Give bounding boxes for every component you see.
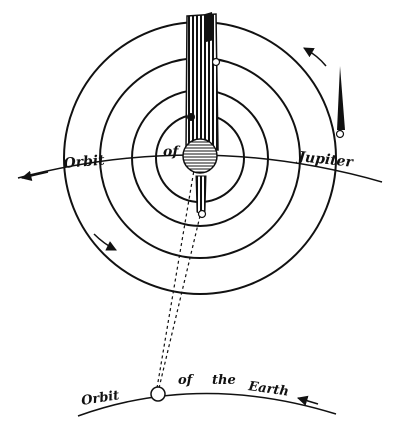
satellite-eclipsed-marker (187, 113, 195, 121)
jupiter-orbit-label-word-3: Jupiter (295, 149, 356, 171)
jupiter-orbit-label-word-1: Orbit (63, 152, 106, 172)
jupiter-orbit-label: Orbit of Jupiter (63, 144, 355, 172)
arrow-bottom-left-icon (93, 233, 117, 251)
satellite-in-shadow-top (211, 57, 221, 67)
earth-orbit-label-word-4: Earth (246, 379, 289, 400)
sight-line-2 (158, 215, 201, 389)
earth-orbit-label: Orbit of the Earth (80, 373, 289, 409)
satellite-below-jupiter (195, 175, 207, 219)
jupiter-orbit-label-word-2: of (163, 144, 181, 160)
earth-orbit-label-word-1: Orbit (80, 388, 120, 409)
jupiter-planet-icon (182, 138, 218, 174)
lines-of-sight (156, 169, 201, 389)
arrow-earth-orbit-icon (296, 395, 319, 406)
earth-orbit-label-word-3: the (212, 373, 236, 388)
arrow-jupiter-orbit-icon (20, 170, 49, 181)
jupiter-shadow (185, 12, 219, 151)
direction-arrows (20, 47, 327, 406)
arrow-top-right-icon (303, 47, 327, 67)
sight-line-1 (156, 169, 195, 389)
earth-planet-icon (150, 386, 166, 402)
comet-icon (335, 66, 345, 139)
earth-orbit-label-word-2: of (178, 373, 195, 388)
